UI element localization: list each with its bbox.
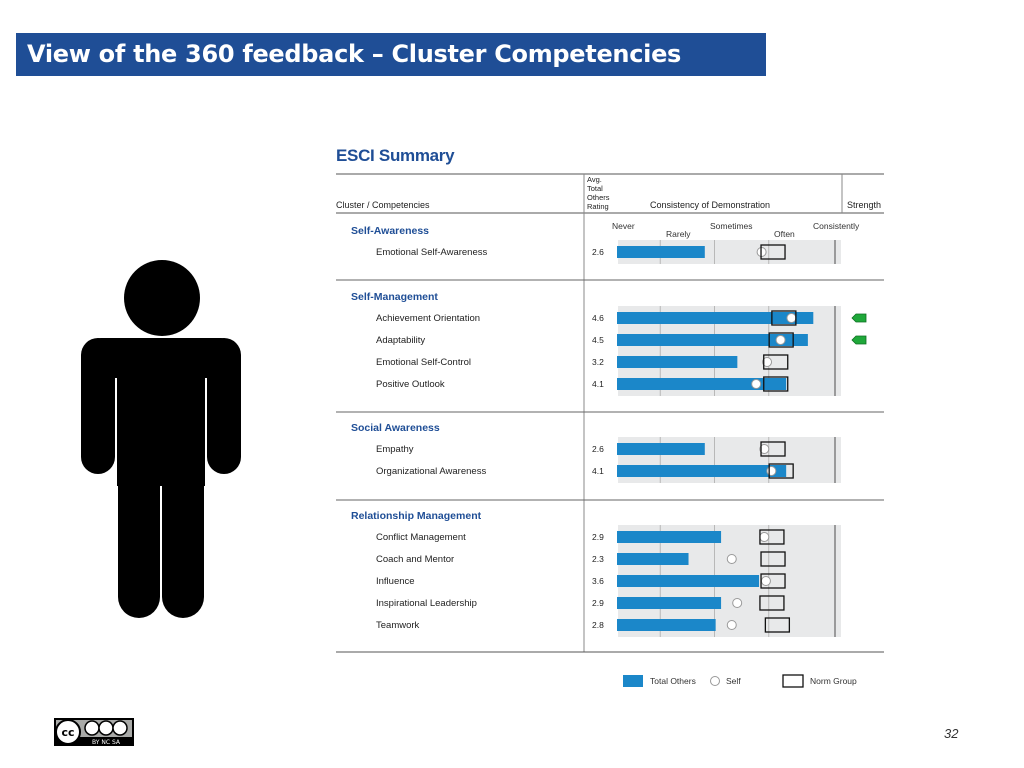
total-others-bar bbox=[617, 246, 705, 258]
total-others-bar bbox=[617, 334, 808, 346]
header-strength: Strength bbox=[847, 200, 881, 210]
self-marker bbox=[726, 554, 737, 564]
svg-text:cc: cc bbox=[61, 726, 74, 739]
total-others-bar bbox=[617, 597, 722, 609]
total-others-bar bbox=[617, 465, 787, 477]
cc-by-nc-sa-icon: cc BY NC SA bbox=[54, 718, 134, 746]
norm-marker bbox=[759, 595, 785, 611]
norm-marker bbox=[763, 376, 789, 392]
rating-value: 4.5 bbox=[592, 335, 604, 345]
total-others-bar bbox=[617, 443, 705, 455]
self-marker bbox=[751, 379, 762, 389]
cluster-name: Self-Awareness bbox=[351, 225, 429, 237]
slide-title: View of the 360 feedback – Cluster Compe… bbox=[27, 40, 682, 68]
rating-value: 2.8 bbox=[592, 620, 604, 630]
title-bar: View of the 360 feedback – Cluster Compe… bbox=[16, 33, 766, 76]
cluster-name: Social Awareness bbox=[351, 422, 440, 434]
rating-value: 4.1 bbox=[592, 466, 604, 476]
chart-title: ESCI Summary bbox=[336, 146, 455, 165]
competency-name: Conflict Management bbox=[376, 532, 466, 543]
header-rating-line: Others bbox=[587, 193, 610, 202]
cluster-name: Self-Management bbox=[351, 291, 438, 303]
norm-marker bbox=[768, 332, 794, 348]
page-number: 32 bbox=[944, 726, 959, 741]
competency-name: Influence bbox=[376, 576, 415, 587]
rating-value: 2.6 bbox=[592, 444, 604, 454]
legend-self-label: Self bbox=[726, 676, 741, 686]
self-marker bbox=[759, 444, 770, 454]
total-others-bar bbox=[617, 356, 738, 368]
rating-value: 2.9 bbox=[592, 598, 604, 608]
scale-label: Never bbox=[612, 221, 635, 231]
rating-value: 2.3 bbox=[592, 554, 604, 564]
rating-value: 3.2 bbox=[592, 357, 604, 367]
total-others-bar bbox=[617, 553, 689, 565]
norm-marker bbox=[764, 617, 791, 633]
scale-label: Often bbox=[774, 229, 795, 239]
competency-name: Inspirational Leadership bbox=[376, 598, 477, 609]
rating-value: 2.6 bbox=[592, 247, 604, 257]
competency-name: Positive Outlook bbox=[376, 379, 445, 390]
norm-marker bbox=[759, 529, 785, 545]
legend-total-label: Total Others bbox=[650, 676, 696, 686]
rating-value: 3.6 bbox=[592, 576, 604, 586]
header-cluster: Cluster / Competencies bbox=[336, 200, 430, 210]
self-marker bbox=[726, 620, 737, 630]
rating-value: 4.6 bbox=[592, 313, 604, 323]
total-others-bar bbox=[617, 619, 716, 631]
self-marker bbox=[732, 598, 743, 608]
self-marker bbox=[759, 532, 770, 542]
scale-label: Rarely bbox=[666, 229, 691, 239]
header-rating-line: Rating bbox=[587, 202, 609, 211]
rating-value: 4.1 bbox=[592, 379, 604, 389]
scale-label: Sometimes bbox=[710, 221, 753, 231]
strength-flag-icon bbox=[851, 313, 867, 323]
norm-marker bbox=[760, 551, 786, 567]
competency-name: Empathy bbox=[376, 444, 414, 455]
header-consistency: Consistency of Demonstration bbox=[650, 200, 770, 210]
competency-name: Adaptability bbox=[376, 335, 425, 346]
legend-norm-swatch bbox=[782, 674, 804, 688]
self-marker bbox=[786, 313, 797, 323]
strength-flag-icon bbox=[851, 335, 867, 345]
self-marker bbox=[760, 576, 771, 586]
self-marker bbox=[766, 466, 777, 476]
legend-total-swatch bbox=[623, 675, 643, 687]
total-others-bar bbox=[617, 312, 814, 324]
norm-marker bbox=[768, 463, 794, 479]
norm-marker bbox=[763, 354, 789, 370]
header-rating-line: Total bbox=[587, 184, 603, 193]
cluster-name: Relationship Management bbox=[351, 510, 482, 522]
total-others-bar bbox=[617, 378, 787, 390]
competency-name: Emotional Self-Awareness bbox=[376, 247, 487, 258]
norm-marker bbox=[760, 441, 786, 457]
total-others-bar bbox=[617, 531, 722, 543]
license-text: BY NC SA bbox=[92, 739, 121, 746]
rating-value: 2.9 bbox=[592, 532, 604, 542]
header-rating-line: Avg. bbox=[587, 175, 602, 184]
legend-self-swatch bbox=[710, 676, 720, 686]
competency-name: Organizational Awareness bbox=[376, 466, 486, 477]
competency-name: Teamwork bbox=[376, 620, 420, 631]
norm-marker bbox=[760, 573, 786, 589]
competency-name: Achievement Orientation bbox=[376, 313, 480, 324]
self-marker bbox=[762, 357, 773, 367]
competency-name: Emotional Self-Control bbox=[376, 357, 471, 368]
scale-label: Consistently bbox=[813, 221, 860, 231]
person-icon bbox=[81, 260, 241, 618]
total-others-bar bbox=[617, 575, 760, 587]
competency-name: Coach and Mentor bbox=[376, 554, 454, 565]
legend-norm-label: Norm Group bbox=[810, 676, 857, 686]
self-marker bbox=[775, 335, 786, 345]
norm-marker bbox=[760, 244, 786, 260]
norm-marker bbox=[771, 310, 797, 326]
